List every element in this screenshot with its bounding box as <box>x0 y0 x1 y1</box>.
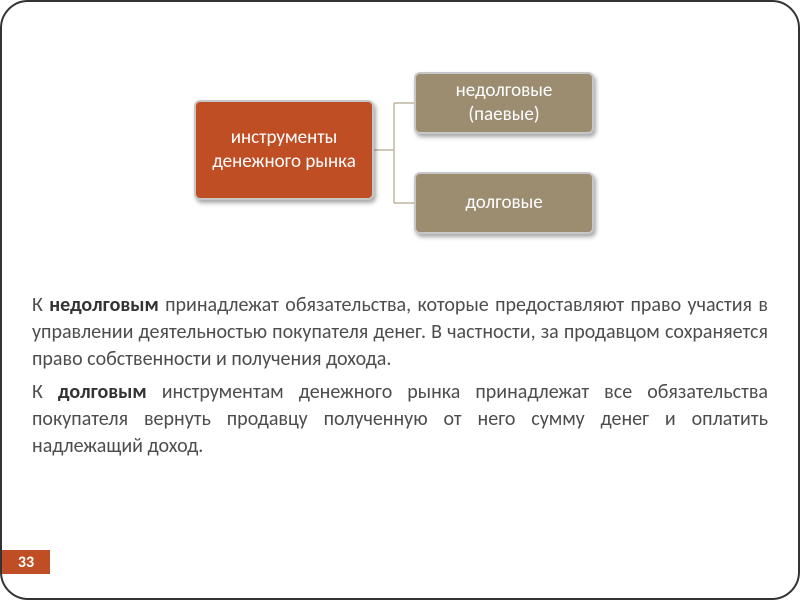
diagram-child2-box: долговые <box>414 172 594 234</box>
diagram-child2-label: долговые <box>465 191 542 215</box>
slide-frame: инструменты денежного рынка недолговые (… <box>0 0 800 600</box>
diagram-connectors <box>2 2 800 302</box>
page-number-badge: 33 <box>2 550 50 574</box>
diagram-child1-label: недолговые (паевые) <box>426 79 582 127</box>
p2-pre: К <box>32 380 58 404</box>
body-text: К недолговым принадлежат обязательства, … <box>32 292 768 466</box>
p2-bold: долговым <box>58 380 147 404</box>
paragraph-2: К долговым инструментам денежного рынка … <box>32 379 768 460</box>
diagram-root-label: инструменты денежного рынка <box>206 126 362 174</box>
p1-pre: К <box>32 293 49 317</box>
diagram-root-box: инструменты денежного рынка <box>194 100 374 200</box>
page-number: 33 <box>18 553 34 572</box>
p1-bold: недолговым <box>49 293 158 317</box>
paragraph-1: К недолговым принадлежат обязательства, … <box>32 292 768 373</box>
diagram-child1-box: недолговые (паевые) <box>414 72 594 134</box>
